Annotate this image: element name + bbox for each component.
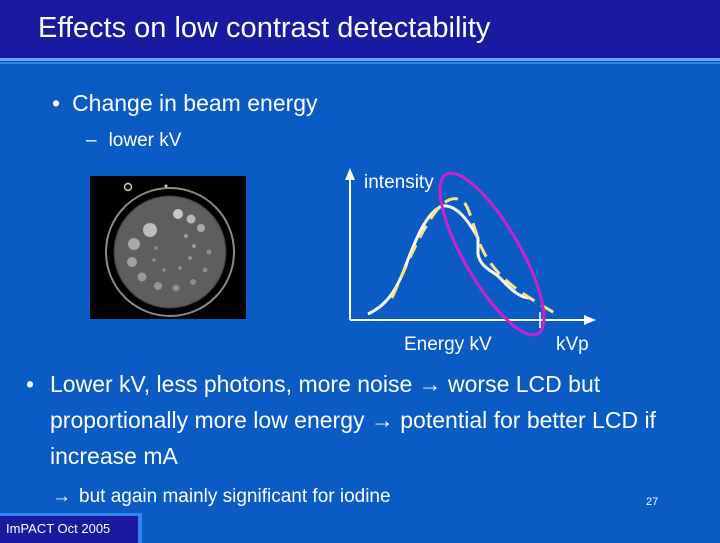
phantom-graphic [105, 182, 235, 317]
footer-box: ImPACT Oct 2005 [0, 513, 142, 543]
spectrum-diagram: intensity Energy kV kVp [330, 158, 610, 363]
highlight-ellipse [438, 171, 546, 337]
spectrum-graphic: intensity Energy kV kVp [345, 168, 596, 355]
spectrum-dashed-curve [390, 197, 561, 318]
footer-text: ImPACT Oct 2005 [6, 521, 111, 536]
page-number: 27 [646, 496, 659, 508]
bullet-symbol: • [52, 90, 61, 116]
bullet-beam-energy: • Change in beam energy [52, 90, 318, 117]
title-divider-secondary [0, 62, 720, 64]
ct-phantom-image [90, 176, 246, 319]
arrow-symbol: → [52, 486, 71, 507]
x-axis-arrow [584, 315, 596, 325]
kvp-label: kVp [556, 334, 589, 355]
y-axis-label: intensity [364, 172, 434, 193]
iodine-note: → but again mainly significant for iodine [52, 486, 391, 508]
sub-bullet-text: lower kV [108, 130, 182, 151]
bullet-text: Lower kV, less photons, more noise → wor… [50, 371, 656, 469]
title-divider [0, 58, 720, 61]
bullet-text: Change in beam energy [72, 90, 318, 116]
bullet-symbol: • [26, 371, 35, 397]
dash-symbol: – [86, 130, 97, 151]
title-bar: Effects on low contrast detectability [0, 0, 720, 58]
slide-title: Effects on low contrast detectability [38, 12, 491, 44]
x-axis-label: Energy kV [404, 334, 492, 355]
note-text: but again mainly significant for iodine [79, 486, 391, 507]
sub-bullet-lower-kv: – lower kV [86, 130, 181, 152]
y-axis-arrow [345, 168, 355, 180]
